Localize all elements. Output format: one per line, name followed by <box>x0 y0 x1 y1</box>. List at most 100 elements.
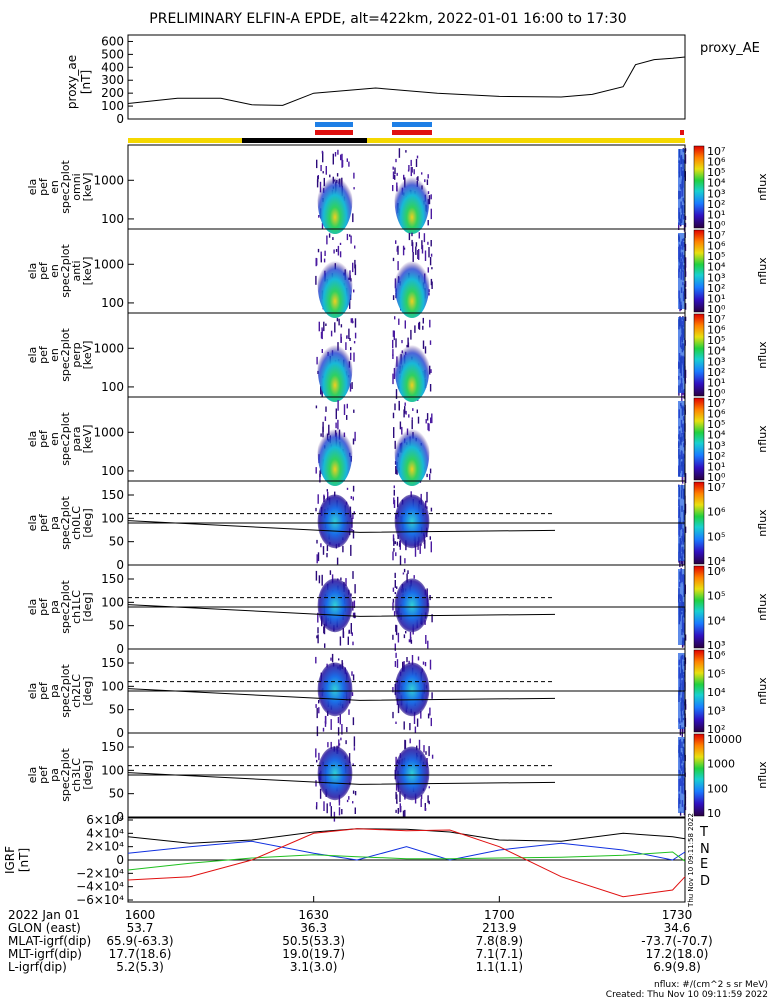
flux-edge <box>678 149 685 225</box>
speckle <box>322 727 325 732</box>
igrf-series-d-line <box>127 828 686 898</box>
speckle <box>331 653 334 663</box>
zone-bar-blue-1 <box>315 122 353 127</box>
speckle <box>339 714 341 725</box>
speckle <box>350 347 352 351</box>
zone-bar-red-3 <box>680 130 684 135</box>
spectrogram-ylabel: [keV] <box>81 173 94 202</box>
speckle <box>679 559 681 568</box>
speckle <box>335 249 338 252</box>
colorbar-tick-label: 10000 <box>707 733 742 746</box>
colorbar <box>693 481 705 565</box>
spectrogram-ylabel: ela <box>26 431 39 448</box>
speckle <box>334 152 337 157</box>
speckle <box>332 237 334 240</box>
speckle <box>337 727 340 736</box>
speckle <box>345 578 347 586</box>
time-axis-glon-value: 36.3 <box>300 921 327 935</box>
speckle <box>392 171 395 179</box>
speckle <box>394 643 396 651</box>
speckle <box>414 325 416 333</box>
speckle <box>426 473 428 478</box>
colorbar-tick-label: 10⁷ <box>707 397 725 410</box>
speckle <box>349 383 352 392</box>
spectrogram-ylabel: ela <box>26 767 39 784</box>
speckle <box>340 154 342 161</box>
speckle <box>396 248 398 252</box>
time-axis-mlat-value: 50.5(53.3) <box>282 934 345 948</box>
speckle <box>352 571 354 579</box>
speckle <box>399 555 402 566</box>
speckle <box>415 246 417 255</box>
speckle <box>392 602 394 611</box>
time-axis-l-value: 3.1(3.0) <box>290 960 338 974</box>
speckle <box>338 800 341 806</box>
speckle <box>348 328 350 339</box>
speckle <box>418 321 421 330</box>
speckle <box>428 746 430 757</box>
speckle <box>417 416 420 424</box>
speckle <box>354 584 356 594</box>
speckle <box>393 330 395 341</box>
speckle <box>354 332 357 339</box>
units-note: nflux: #/(cm^2 s sr MeV) <box>654 980 768 990</box>
loss-cone-line <box>127 604 556 617</box>
speckle <box>315 257 317 267</box>
speckle <box>352 513 354 519</box>
speckle <box>323 495 325 500</box>
speckle <box>332 153 334 165</box>
speckle <box>411 239 413 247</box>
flux-blob <box>394 250 430 319</box>
spectrogram-tick-label: 1000 <box>93 173 124 187</box>
speckle <box>392 634 394 640</box>
speckle <box>326 545 329 552</box>
speckle <box>428 247 430 258</box>
colorbar-tick-label: 10⁴ <box>707 177 726 190</box>
colorbar-tick-label: 10⁵ <box>707 590 725 603</box>
speckle <box>336 317 339 322</box>
speckle <box>330 719 332 730</box>
speckle <box>405 410 407 415</box>
speckle <box>404 320 406 329</box>
igrf-tick-label: 6×10⁴ <box>86 813 124 827</box>
speckle <box>354 431 356 442</box>
igrf-tick-label: 2×10⁴ <box>86 840 124 854</box>
speckle <box>684 257 687 268</box>
spectrogram-ylabel: pa <box>48 600 61 614</box>
speckle <box>345 740 347 745</box>
colorbar <box>693 565 705 649</box>
colorbar-label: nflux <box>756 677 769 705</box>
speckle <box>426 179 429 185</box>
speckle <box>427 422 429 431</box>
speckle <box>415 242 418 247</box>
speckle <box>410 491 412 498</box>
speckle <box>410 159 412 167</box>
speckle <box>429 340 432 345</box>
igrf-tick-label: −4×10⁴ <box>76 880 124 894</box>
speckle <box>428 289 430 293</box>
spectrogram-ylabel: spec2plot <box>59 412 72 466</box>
spectrogram-tick-label: 1000 <box>93 425 124 439</box>
flux-blob <box>394 578 430 633</box>
spectrogram-tick-label: 50 <box>109 703 124 717</box>
speckle <box>411 655 414 665</box>
speckle <box>315 656 317 664</box>
speckle <box>341 153 343 161</box>
speckle <box>404 739 406 750</box>
speckle <box>315 570 318 581</box>
speckle <box>315 405 318 409</box>
speckle <box>316 554 318 564</box>
speckle <box>394 541 396 545</box>
speckle <box>338 807 341 816</box>
spectrogram-ylabel: pef <box>37 345 50 364</box>
speckle <box>392 185 394 192</box>
spectrogram-ylabel: pef <box>37 597 50 616</box>
speckle <box>337 245 340 256</box>
igrf-series-e-line <box>127 851 686 871</box>
speckle <box>395 552 397 557</box>
colorbar-tick-label: 100 <box>707 782 728 795</box>
speckle <box>423 233 426 243</box>
